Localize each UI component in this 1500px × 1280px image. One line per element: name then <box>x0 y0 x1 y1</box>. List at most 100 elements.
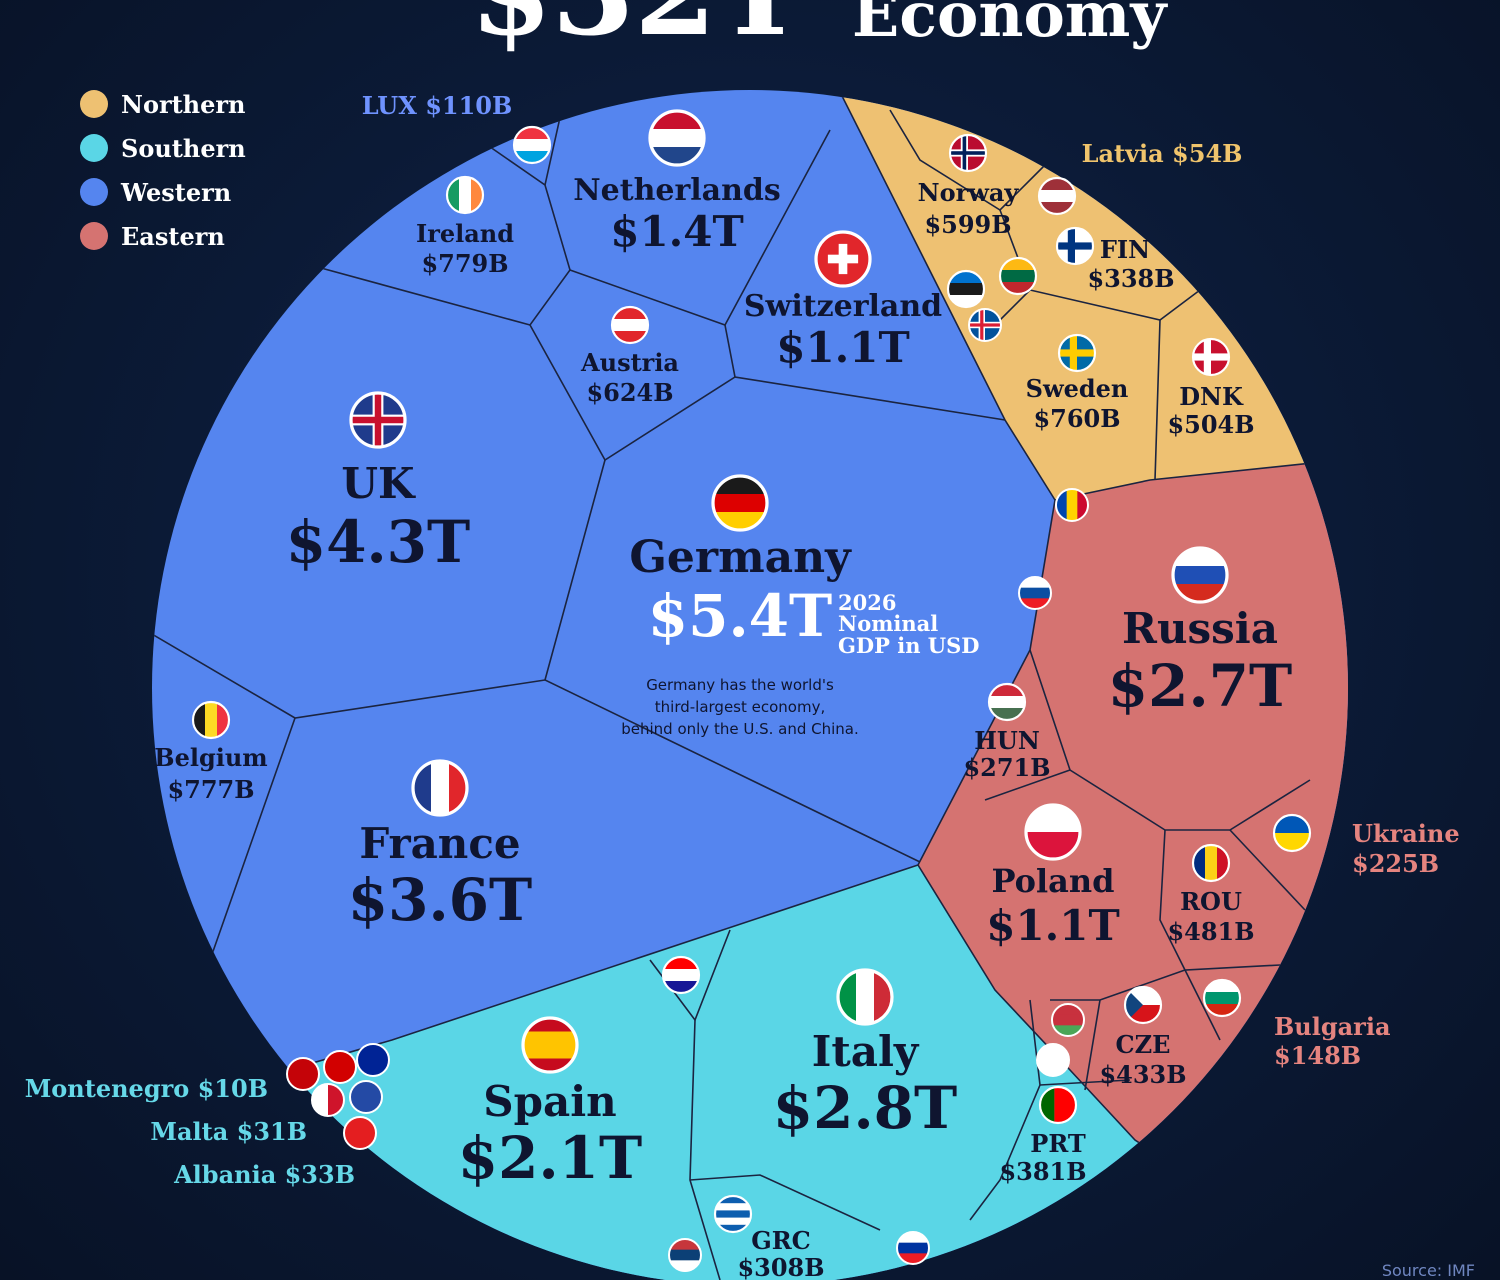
country-name-cze: CZE <box>1116 1030 1171 1059</box>
country-value-norway: $599B <box>924 210 1011 239</box>
country-name-dnk: DNK <box>1179 382 1244 411</box>
note-year: 2026 <box>838 590 896 615</box>
ukraine-flag-icon <box>1272 813 1312 853</box>
country-name-france: France <box>359 819 520 868</box>
title-word: Economy <box>852 0 1168 51</box>
country-name-grc: GRC <box>751 1226 811 1255</box>
legend-label: Northern <box>121 90 246 119</box>
hungary-flag-icon <box>987 682 1027 722</box>
country-value-italy: $2.8T <box>773 1074 957 1142</box>
country-label-albania: Albania $33B <box>173 1160 355 1189</box>
luxembourg-flag-icon <box>512 125 552 165</box>
germany-desc-2: third-largest economy, <box>655 698 825 716</box>
country-name-hun: HUN <box>974 726 1040 755</box>
denmark-flag-icon <box>1191 337 1231 377</box>
sweden-flag-icon <box>1057 333 1097 373</box>
latvia-flag-icon <box>1037 176 1077 216</box>
legend-item-eastern: Eastern <box>80 222 225 251</box>
country-value-uk: $4.3T <box>286 508 470 576</box>
switzerland-flag-icon <box>814 230 872 288</box>
belarus-flag-icon <box>1051 1003 1085 1037</box>
country-value-ireland: $779B <box>421 249 508 278</box>
country-name-sweden: Sweden <box>1026 374 1129 403</box>
country-label-lux: LUX $110B <box>362 91 513 120</box>
germany-flag-icon <box>711 474 769 532</box>
note-line2: Nominal <box>838 611 938 636</box>
country-value-dnk: $504B <box>1167 410 1254 439</box>
country-value-bulgaria: $148B <box>1274 1041 1361 1070</box>
country-value-cze: $433B <box>1099 1060 1186 1089</box>
country-name-ukraine: Ukraine <box>1352 819 1460 848</box>
austria-flag-icon <box>610 305 650 345</box>
country-name-spain: Spain <box>483 1077 616 1126</box>
country-value-sweden: $760B <box>1033 404 1120 433</box>
serbia-flag-icon <box>668 1238 702 1272</box>
malta-flag-icon <box>311 1083 345 1117</box>
netherlands-flag-icon <box>648 109 706 167</box>
north-macedonia-flag-icon <box>323 1050 357 1084</box>
country-value-belgium: $777B <box>167 775 254 804</box>
uk-flag-icon <box>349 391 407 449</box>
flags <box>191 109 1312 1272</box>
romania-flag-icon <box>1191 843 1231 883</box>
country-name-italy: Italy <box>812 1027 920 1076</box>
italy-flag-icon <box>836 968 894 1026</box>
country-name-ireland: Ireland <box>416 219 514 248</box>
croatia-flag-icon <box>661 955 701 995</box>
slovakia-flag-icon <box>1018 576 1052 610</box>
country-value-austria: $624B <box>586 378 673 407</box>
legend-item-southern: Southern <box>80 134 246 163</box>
spain-flag-icon <box>521 1016 579 1074</box>
poland-flag-icon <box>1024 803 1082 861</box>
country-name-norway: Norway <box>918 178 1020 207</box>
czechia-flag-icon <box>1123 985 1163 1025</box>
legend-item-northern: Northern <box>80 90 246 119</box>
germany-desc-3: behind only the U.S. and China. <box>621 720 859 738</box>
southern-region <box>152 865 1348 1280</box>
country-name-belgium: Belgium <box>154 743 267 772</box>
country-name-bulgaria: Bulgaria <box>1274 1012 1391 1041</box>
country-value-poland: $1.1T <box>986 901 1120 950</box>
cell-borders <box>152 90 1348 1280</box>
germany-desc-1: Germany has the world's <box>646 676 834 694</box>
legend-label: Western <box>120 178 231 207</box>
country-value-france: $3.6T <box>348 866 532 934</box>
norway-flag-icon <box>948 133 988 173</box>
montenegro-flag-icon <box>286 1057 320 1091</box>
country-name-switzerland: Switzerland <box>744 289 942 324</box>
moldova-flag-icon <box>1055 488 1089 522</box>
country-value-fin: $338B <box>1087 264 1174 293</box>
france-flag-icon <box>411 759 469 817</box>
bosnia-flag-icon <box>356 1043 390 1077</box>
cyprus-flag-icon <box>1036 1043 1070 1077</box>
legend-label: Eastern <box>121 222 225 251</box>
country-value-switzerland: $1.1T <box>776 323 910 372</box>
country-value-prt: $381B <box>999 1157 1086 1186</box>
country-value-netherlands: $1.4T <box>610 207 744 256</box>
country-name-russia: Russia <box>1122 604 1278 653</box>
belgium-flag-icon <box>191 700 231 740</box>
finland-flag-icon <box>1055 226 1095 266</box>
country-name-netherlands: Netherlands <box>573 173 781 208</box>
country-label-malta: Malta $31B <box>150 1117 307 1146</box>
country-name-austria: Austria <box>580 348 679 377</box>
legend-item-western: Western <box>80 178 231 207</box>
country-name-fin: FIN <box>1100 235 1150 264</box>
greece-flag-icon <box>713 1194 753 1234</box>
kosovo-flag-icon <box>349 1080 383 1114</box>
source-note: Source: IMF <box>1382 1261 1475 1280</box>
portugal-flag-icon <box>1038 1085 1078 1125</box>
ireland-flag-icon <box>445 175 485 215</box>
slovenia-flag-icon <box>896 1231 930 1265</box>
note-line3: GDP in USD <box>838 633 980 658</box>
country-name-uk: UK <box>341 459 416 508</box>
country-value-rou: $481B <box>1167 917 1254 946</box>
albania-flag-icon <box>343 1116 377 1150</box>
legend: Northern Southern Western Eastern <box>80 90 246 251</box>
title-amount: $32T <box>470 0 804 62</box>
russia-flag-icon <box>1171 546 1229 604</box>
country-value-grc: $308B <box>737 1253 824 1280</box>
estonia-flag-icon <box>946 269 986 309</box>
country-value-ukraine: $225B <box>1352 849 1439 878</box>
